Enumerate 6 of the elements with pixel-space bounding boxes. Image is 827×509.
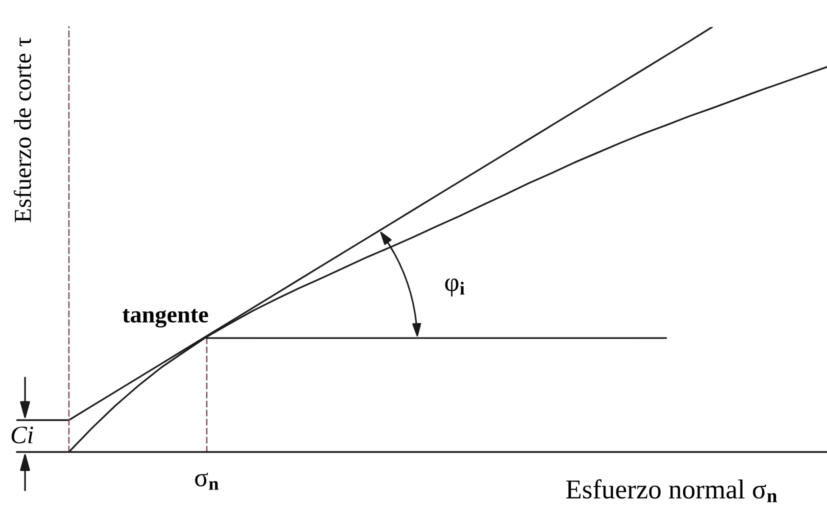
annotation: φ$_{i}$ [445,278,464,297]
annotation: tangente [122,309,208,328]
text: σ$_{n}$ [195,472,219,490]
y-axis-title: Esfuerzo de corte τ [14,38,32,222]
text: Ci [12,426,34,444]
x-axis-title: Esfuerzo normal σ$_{n}$ [566,479,777,502]
